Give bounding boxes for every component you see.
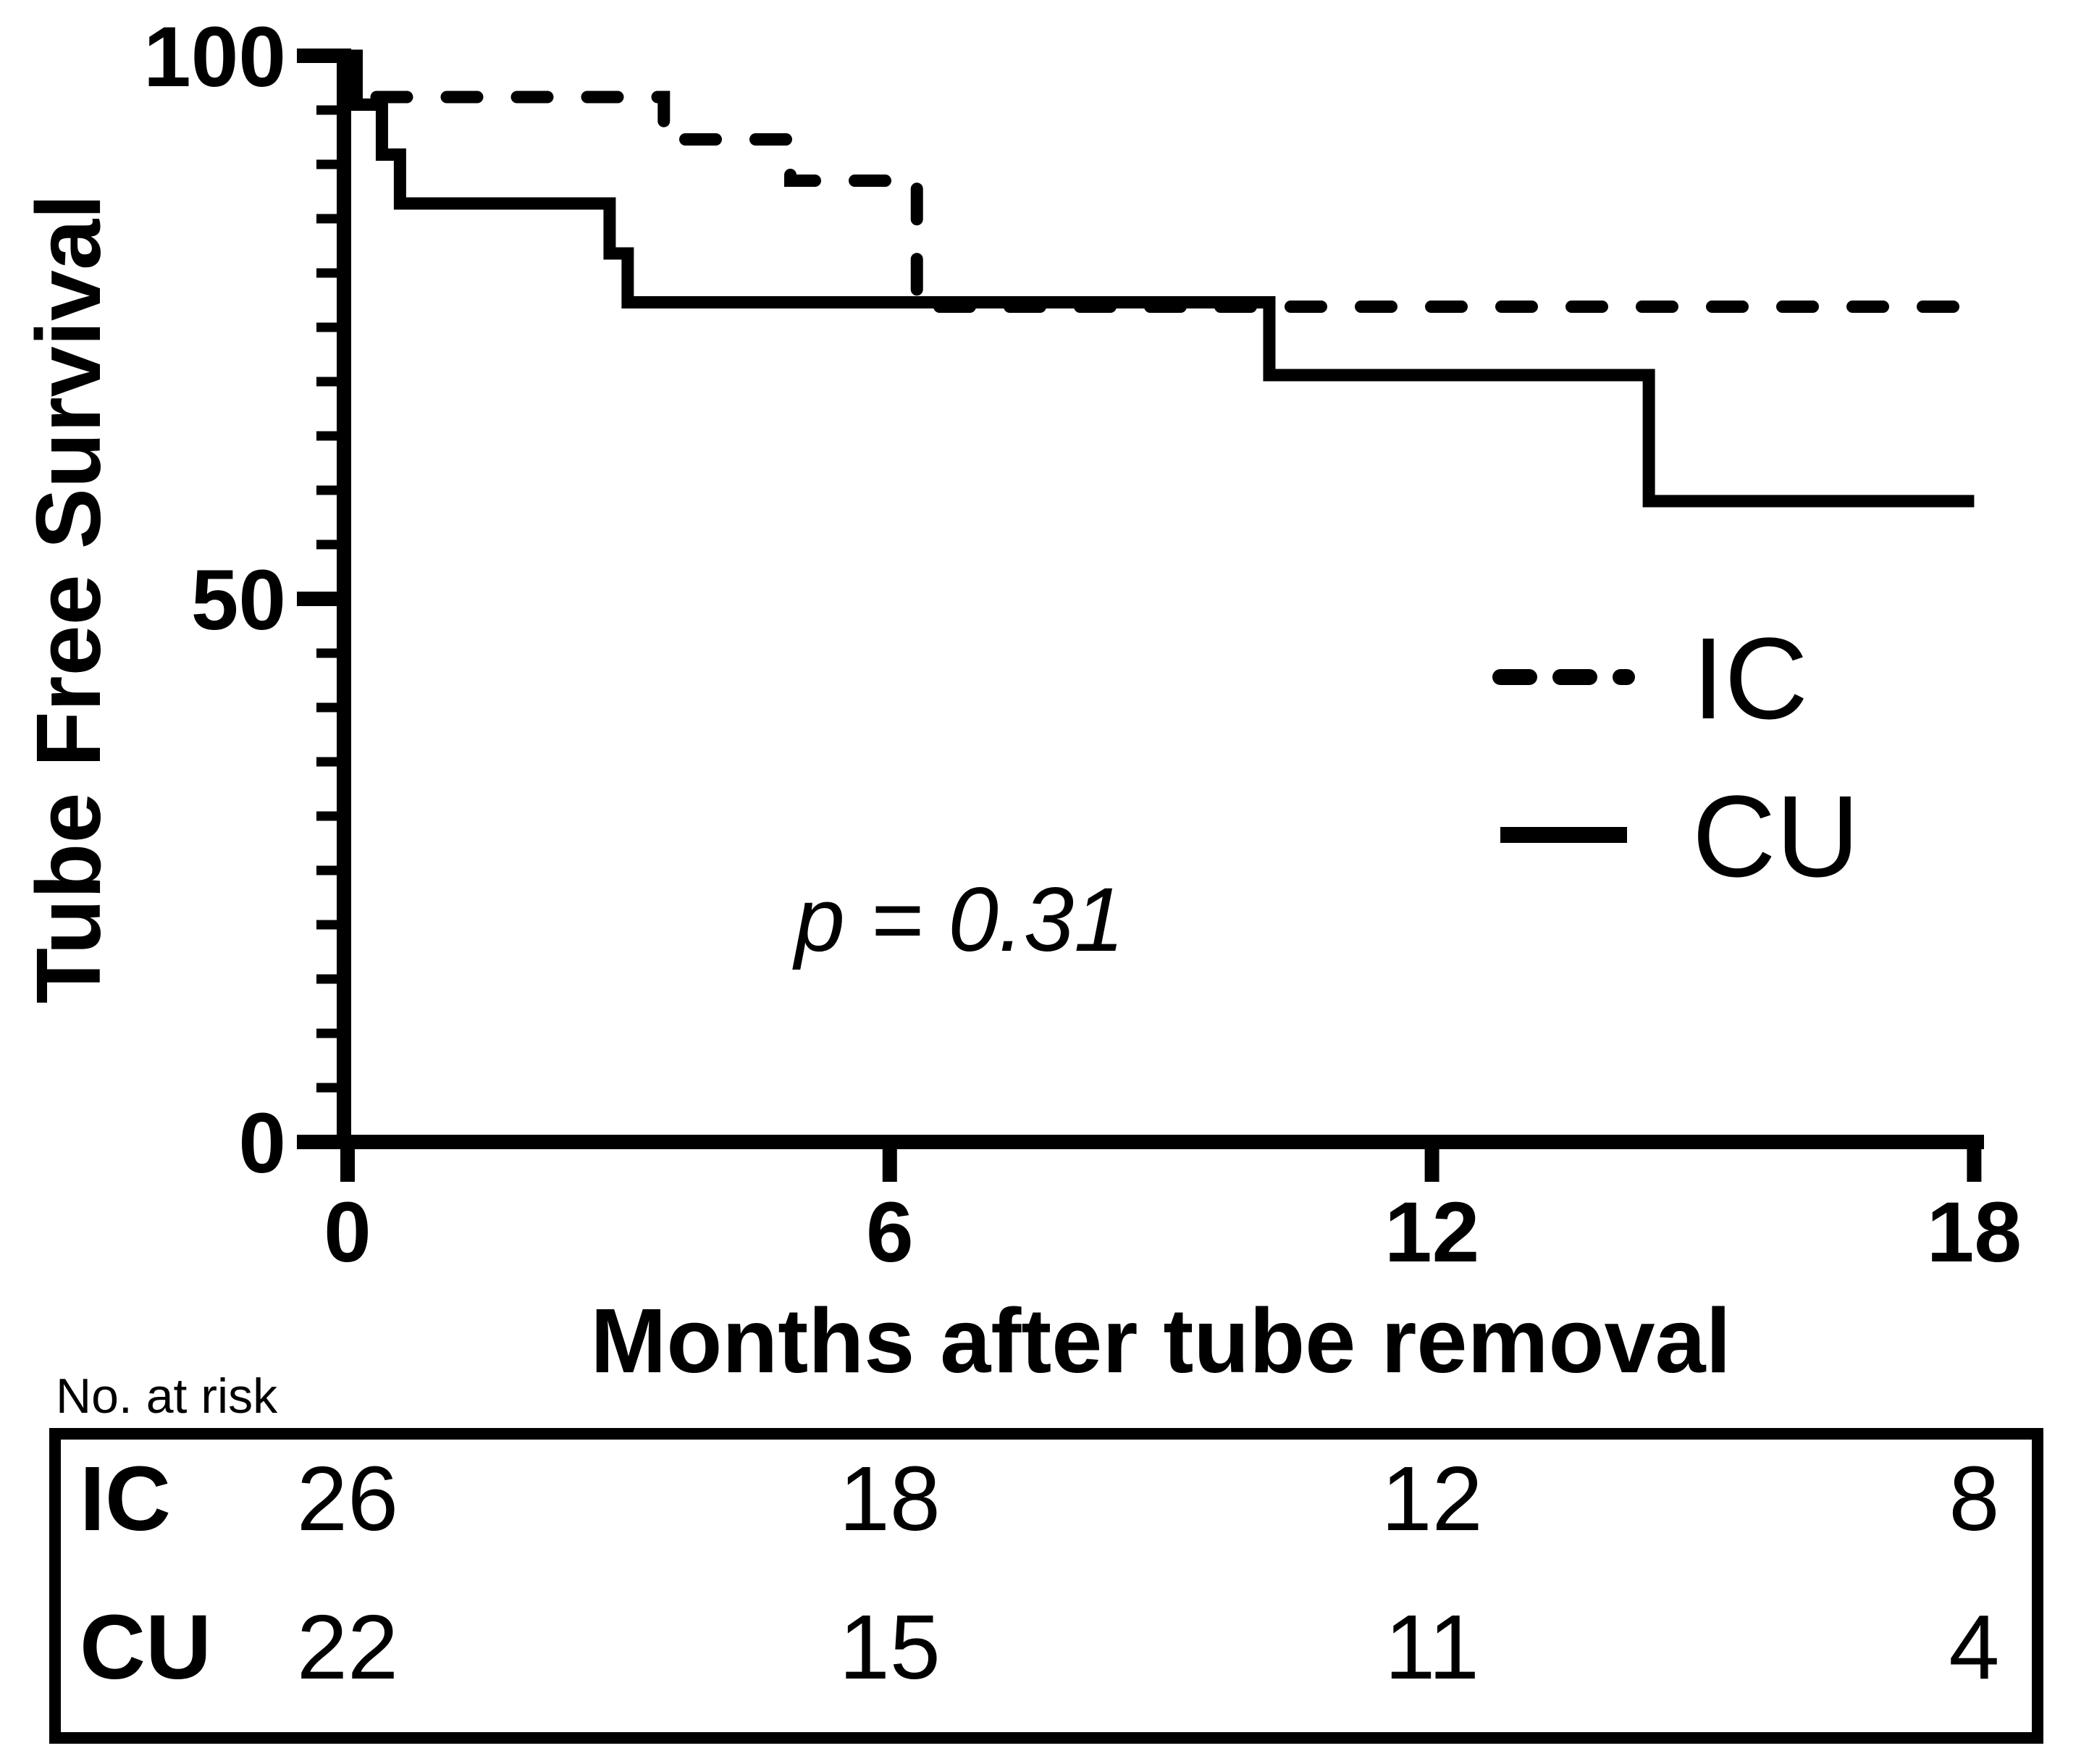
risk-row-label-ic: IC — [80, 1448, 171, 1550]
x-axis-major-ticks — [340, 1142, 1982, 1182]
risk-table-heading: No. at risk — [56, 1369, 278, 1424]
risk-count-cu-18: 4 — [1949, 1596, 1999, 1698]
p-value-annotation: p = 0.31 — [791, 870, 1124, 970]
risk-count-ic-12: 12 — [1382, 1448, 1483, 1550]
x-axis-tick-labels: 0 6 12 18 — [324, 1185, 2022, 1280]
legend-ic-label: IC — [1692, 613, 1808, 743]
x-tick-label-18: 18 — [1927, 1185, 2022, 1280]
axes — [329, 49, 1984, 1149]
x-tick-label-0: 0 — [324, 1185, 371, 1280]
risk-count-cu-12: 11 — [1384, 1596, 1479, 1698]
y-axis-title: Tube Free Survival — [17, 194, 119, 1004]
x-tick-label-6: 6 — [866, 1185, 914, 1280]
survival-curves — [341, 49, 1980, 508]
y-tick-label-0: 0 — [238, 1096, 286, 1191]
ic-survival-curve — [341, 49, 1980, 313]
y-axis-minor-ticks — [316, 105, 344, 1093]
risk-table-row-ic: IC 26 18 12 8 — [80, 1448, 1999, 1550]
y-axis-tick-labels: 100 50 0 — [143, 9, 286, 1191]
legend-cu-label: CU — [1692, 771, 1859, 901]
cu-survival-curve — [348, 49, 1975, 508]
risk-count-cu-6: 15 — [839, 1596, 941, 1698]
y-axis-major-ticks — [297, 49, 344, 1149]
risk-count-ic-0: 26 — [297, 1448, 398, 1550]
risk-count-ic-18: 8 — [1949, 1448, 1999, 1550]
risk-table: No. at risk IC 26 18 12 8 CU 22 15 11 4 — [49, 1369, 2043, 1744]
legend: IC CU — [1492, 613, 1859, 901]
y-tick-label-50: 50 — [191, 553, 286, 648]
x-tick-label-12: 12 — [1384, 1185, 1479, 1280]
x-axis-title: Months after tube removal — [590, 1290, 1731, 1392]
risk-row-label-cu: CU — [80, 1596, 211, 1698]
risk-table-border — [49, 1428, 2043, 1744]
risk-count-ic-6: 18 — [839, 1448, 941, 1550]
risk-count-cu-0: 22 — [297, 1596, 398, 1698]
risk-table-row-cu: CU 22 15 11 4 — [80, 1596, 1999, 1698]
y-tick-label-100: 100 — [143, 9, 286, 105]
